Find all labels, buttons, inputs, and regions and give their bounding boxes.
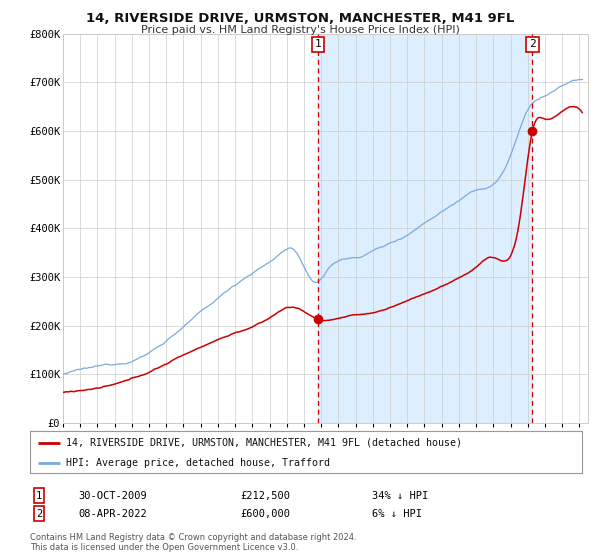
Text: £600,000: £600,000 <box>240 508 290 519</box>
Text: 14, RIVERSIDE DRIVE, URMSTON, MANCHESTER, M41 9FL: 14, RIVERSIDE DRIVE, URMSTON, MANCHESTER… <box>86 12 514 25</box>
Text: 2: 2 <box>529 39 536 49</box>
Text: HPI: Average price, detached house, Trafford: HPI: Average price, detached house, Traf… <box>66 458 330 468</box>
Text: 1: 1 <box>315 39 322 49</box>
Text: Contains HM Land Registry data © Crown copyright and database right 2024.: Contains HM Land Registry data © Crown c… <box>30 533 356 542</box>
Text: 2: 2 <box>36 508 42 519</box>
Text: 1: 1 <box>36 491 42 501</box>
Text: 14, RIVERSIDE DRIVE, URMSTON, MANCHESTER, M41 9FL (detached house): 14, RIVERSIDE DRIVE, URMSTON, MANCHESTER… <box>66 437 462 447</box>
Text: £212,500: £212,500 <box>240 491 290 501</box>
Text: Price paid vs. HM Land Registry's House Price Index (HPI): Price paid vs. HM Land Registry's House … <box>140 25 460 35</box>
Text: 08-APR-2022: 08-APR-2022 <box>78 508 147 519</box>
Text: 34% ↓ HPI: 34% ↓ HPI <box>372 491 428 501</box>
Bar <box>318 34 532 423</box>
Text: This data is licensed under the Open Government Licence v3.0.: This data is licensed under the Open Gov… <box>30 543 298 552</box>
Text: 6% ↓ HPI: 6% ↓ HPI <box>372 508 422 519</box>
Text: 30-OCT-2009: 30-OCT-2009 <box>78 491 147 501</box>
